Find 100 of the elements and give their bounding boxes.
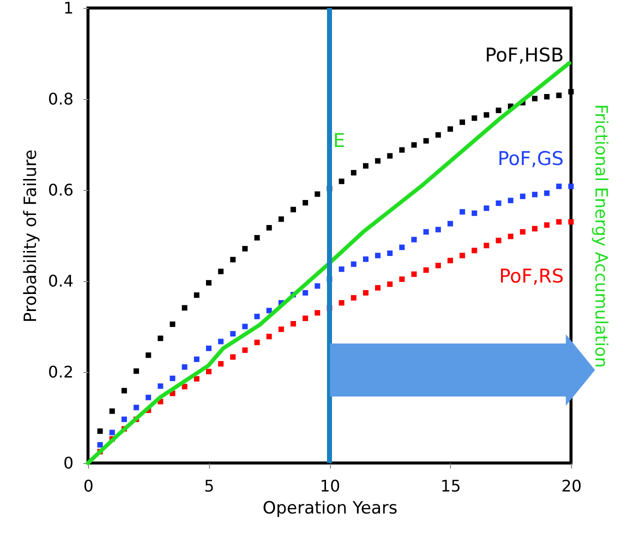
point	[266, 308, 272, 314]
point	[399, 244, 405, 250]
point	[230, 331, 236, 337]
point	[302, 200, 308, 206]
point	[134, 404, 140, 410]
point	[375, 158, 381, 164]
point	[109, 408, 115, 414]
point	[182, 305, 188, 311]
x-tick-label: 0	[83, 476, 94, 496]
point	[242, 324, 248, 330]
point	[121, 388, 127, 394]
y-tick-label: 0.6	[48, 180, 74, 200]
point	[508, 234, 514, 240]
point	[266, 334, 272, 340]
point	[362, 163, 368, 169]
point	[556, 184, 562, 190]
point	[460, 252, 466, 258]
text: E	[333, 130, 346, 152]
y-tick-label: 1	[63, 0, 74, 18]
series-label: PoF,GS	[498, 148, 564, 170]
point	[411, 236, 417, 242]
point	[568, 88, 574, 94]
point	[146, 352, 152, 358]
point	[134, 368, 140, 374]
point	[387, 250, 393, 256]
point	[254, 235, 260, 241]
point	[314, 310, 320, 316]
point	[206, 280, 212, 286]
point	[206, 346, 212, 352]
point	[338, 300, 344, 306]
point	[194, 292, 200, 298]
point	[218, 268, 224, 274]
point	[460, 209, 466, 215]
point	[109, 430, 115, 436]
point	[194, 356, 200, 362]
point	[568, 219, 574, 225]
point	[423, 229, 429, 235]
y-tick-label: 0.2	[48, 362, 74, 382]
point	[520, 194, 526, 200]
point	[338, 178, 344, 184]
point	[350, 261, 356, 267]
point	[508, 198, 514, 204]
point	[448, 126, 453, 132]
point	[254, 340, 260, 346]
point	[496, 238, 502, 244]
point	[218, 338, 224, 344]
point	[362, 290, 368, 296]
series-label: PoF,RS	[499, 265, 564, 288]
point	[97, 428, 103, 434]
point	[170, 376, 176, 382]
point	[242, 246, 248, 252]
y-axis-title: Probability of Failure	[21, 150, 42, 322]
point	[556, 219, 562, 225]
point	[423, 138, 429, 144]
point	[484, 205, 490, 211]
point	[194, 376, 200, 382]
point	[423, 267, 429, 273]
point	[158, 336, 164, 342]
point	[387, 153, 393, 159]
point	[532, 226, 538, 232]
point	[97, 442, 103, 448]
y-tick-label: 0.4	[48, 272, 74, 290]
point	[544, 190, 550, 196]
point	[472, 210, 478, 216]
point	[435, 132, 441, 138]
point	[302, 290, 308, 296]
point	[230, 354, 236, 360]
x-axis-title: Operation Years	[262, 498, 398, 518]
point	[411, 271, 417, 277]
series-label: PoF,HSB	[484, 44, 564, 66]
point	[448, 220, 453, 226]
point	[484, 112, 490, 118]
point	[266, 225, 272, 231]
point	[182, 364, 188, 370]
point	[375, 252, 381, 258]
point	[254, 314, 260, 320]
point	[278, 326, 284, 332]
point	[472, 115, 478, 121]
x-tick-label: 15	[440, 476, 461, 496]
point	[338, 266, 344, 272]
point	[411, 142, 417, 148]
point	[362, 256, 368, 262]
x-tick-label: 10	[320, 476, 340, 496]
point	[278, 216, 284, 222]
x-tick-label: 5	[204, 476, 214, 496]
point	[218, 361, 224, 367]
point	[472, 248, 478, 254]
point	[146, 394, 152, 400]
y2-axis-title: Frictional Energy Accumulation	[590, 104, 610, 368]
point	[375, 285, 381, 291]
point	[448, 258, 453, 264]
point	[242, 347, 248, 353]
point	[314, 191, 320, 197]
point	[350, 170, 356, 176]
point	[496, 108, 502, 114]
point	[121, 416, 127, 422]
point	[532, 96, 538, 102]
y-tick-label: 0	[63, 454, 74, 472]
point	[290, 206, 296, 212]
point	[230, 256, 236, 262]
